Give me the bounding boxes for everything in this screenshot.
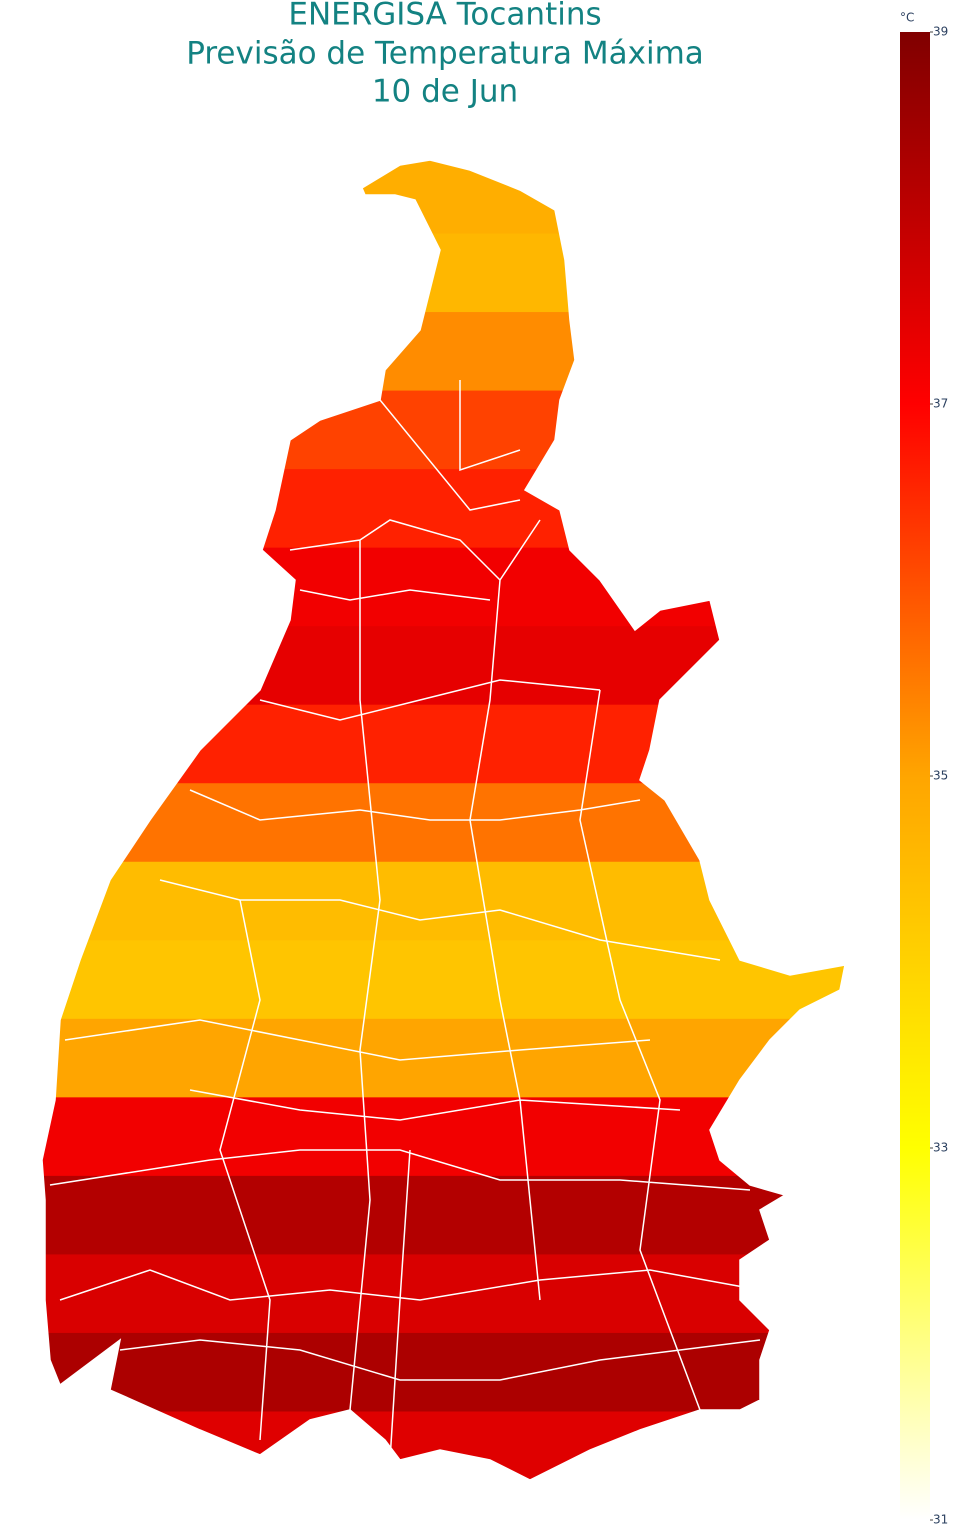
temperature-band — [42, 1254, 845, 1334]
temperature-band — [42, 390, 845, 471]
colorbar-tick-label: 39 — [933, 25, 948, 39]
title-line: 10 de Jun — [372, 74, 518, 110]
temperature-band — [42, 233, 845, 314]
temperature-band — [42, 160, 845, 235]
state-border — [41, 159, 846, 1481]
temperature-band — [42, 547, 845, 628]
temperature-band — [42, 312, 845, 392]
title-line: Previsão de Temperatura Máxima — [186, 36, 704, 72]
temperature-band — [42, 783, 845, 863]
temperature-band — [42, 1332, 845, 1413]
temperature-band — [42, 1018, 845, 1099]
title-line: ENERGISA Tocantins — [288, 0, 601, 33]
temperature-band — [42, 940, 845, 1020]
temperature-band — [42, 1097, 845, 1177]
temperature-band — [42, 861, 845, 942]
colorbar-tick-label: 37 — [933, 397, 948, 411]
colorbar-tick-label: 33 — [933, 1141, 948, 1155]
temperature-band — [42, 704, 845, 785]
colorbar-tick-label: 35 — [933, 769, 948, 783]
borders — [41, 159, 846, 1481]
colorbar-tick-label: 31 — [933, 1513, 948, 1527]
temperature-band — [42, 1175, 845, 1256]
map — [42, 160, 845, 1480]
temperature-band — [42, 469, 845, 549]
colorbar-title: °C — [900, 11, 914, 25]
colorbar — [900, 32, 930, 1520]
colorbar-ticks: 31 33 35 37 39 — [930, 25, 948, 1527]
